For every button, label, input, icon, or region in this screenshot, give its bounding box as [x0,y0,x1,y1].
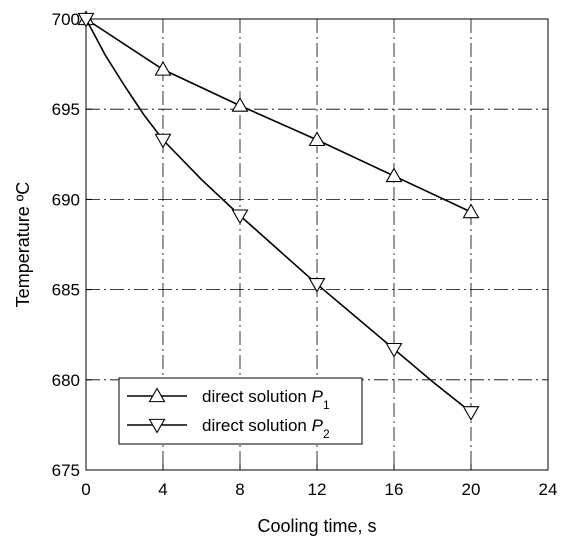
x-tick-label: 24 [539,480,558,499]
y-tick-label: 695 [52,100,80,119]
series-2-point [462,406,480,421]
series-1-point [154,60,172,76]
y-tick-label: 675 [52,461,80,480]
y-tick-label: 680 [52,371,80,390]
legend: direct solution P1 direct solution P2 [118,377,363,445]
legend-marker [148,418,166,434]
x-tick-label: 12 [308,480,327,499]
x-axis-label: Cooling time, s [257,516,376,536]
legend-marker [148,387,166,403]
series-2-point [385,342,403,358]
series-2-point [77,12,95,28]
series-1-point [385,167,403,183]
y-tick-label: 690 [52,190,80,209]
legend-label: direct solution P2 [202,416,330,441]
series-1-line [85,18,472,213]
series-2-point [308,278,326,293]
series-1-point [308,131,326,147]
legend-box [118,377,363,445]
x-tick-label: 20 [462,480,481,499]
series-1 [77,10,480,219]
y-axis-label: Temperature ºC [13,182,33,308]
series-2-point [231,209,249,225]
series-2 [77,12,480,421]
grid-lines [86,19,548,470]
y-tick-label: 685 [52,281,80,300]
series-2-line [85,18,472,413]
axis-ticks: 0 4 8 12 16 20 24 675 680 685 690 695 700 [52,10,558,499]
series-2-point [154,133,172,149]
legend-item-1: direct solution P1 [127,387,330,412]
legend-label: direct solution P1 [202,387,330,412]
legend-item-2: direct solution P2 [127,416,330,441]
x-tick-label: 16 [385,480,404,499]
x-tick-label: 0 [81,480,90,499]
series-1-point [462,203,480,219]
series-1-point [231,96,249,112]
x-tick-label: 4 [158,480,167,499]
series-layer [77,10,480,421]
x-tick-label: 8 [235,480,244,499]
y-tick-label: 700 [52,10,80,29]
